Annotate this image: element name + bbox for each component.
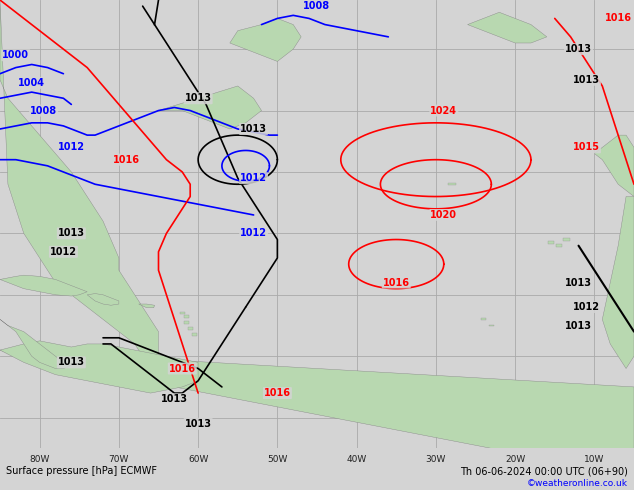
Text: 1016: 1016 xyxy=(264,388,291,398)
Text: 1012: 1012 xyxy=(58,143,85,152)
Text: 1012: 1012 xyxy=(240,228,267,239)
Text: 1020: 1020 xyxy=(430,210,457,220)
Text: 70W: 70W xyxy=(108,455,129,464)
Text: Th 06-06-2024 00:00 UTC (06+90): Th 06-06-2024 00:00 UTC (06+90) xyxy=(460,466,628,476)
Polygon shape xyxy=(481,318,486,320)
Text: 1013: 1013 xyxy=(573,75,600,85)
Text: 40W: 40W xyxy=(347,455,366,464)
Polygon shape xyxy=(0,341,198,393)
Text: 1016: 1016 xyxy=(169,364,196,373)
Polygon shape xyxy=(548,242,554,244)
Text: 60W: 60W xyxy=(188,455,209,464)
Polygon shape xyxy=(139,304,155,308)
Polygon shape xyxy=(564,238,570,241)
Polygon shape xyxy=(555,245,562,247)
Polygon shape xyxy=(602,196,634,368)
Text: 1016: 1016 xyxy=(605,13,631,24)
Text: 1012: 1012 xyxy=(573,302,600,312)
Polygon shape xyxy=(230,19,301,61)
Text: 1013: 1013 xyxy=(184,419,212,429)
Polygon shape xyxy=(0,0,158,356)
Text: 1000: 1000 xyxy=(3,50,29,60)
Polygon shape xyxy=(489,324,494,326)
Text: 1013: 1013 xyxy=(240,124,267,134)
Polygon shape xyxy=(184,315,188,318)
Polygon shape xyxy=(0,319,71,368)
Text: 1016: 1016 xyxy=(383,277,410,288)
Text: 50W: 50W xyxy=(267,455,288,464)
Polygon shape xyxy=(184,321,188,324)
Text: 1008: 1008 xyxy=(304,1,330,11)
Text: 1015: 1015 xyxy=(573,143,600,152)
Text: 1013: 1013 xyxy=(565,320,592,331)
Polygon shape xyxy=(0,350,634,448)
Text: 30W: 30W xyxy=(425,455,446,464)
Polygon shape xyxy=(158,86,261,129)
Text: 1004: 1004 xyxy=(18,78,45,88)
Text: 1008: 1008 xyxy=(30,105,57,116)
Polygon shape xyxy=(191,334,197,336)
Text: 1013: 1013 xyxy=(565,277,592,288)
Text: 1013: 1013 xyxy=(58,357,85,368)
Text: ©weatheronline.co.uk: ©weatheronline.co.uk xyxy=(527,479,628,488)
Polygon shape xyxy=(188,327,193,330)
Text: 10W: 10W xyxy=(584,455,605,464)
Polygon shape xyxy=(448,183,456,186)
Polygon shape xyxy=(595,135,634,196)
Text: 1012: 1012 xyxy=(240,173,267,183)
Text: 1016: 1016 xyxy=(113,155,140,165)
Text: 1012: 1012 xyxy=(50,247,77,257)
Polygon shape xyxy=(87,294,119,305)
Text: 1013: 1013 xyxy=(58,228,85,239)
Text: 1013: 1013 xyxy=(184,93,212,103)
Text: 1024: 1024 xyxy=(430,105,457,116)
Text: 1013: 1013 xyxy=(565,44,592,54)
Text: Surface pressure [hPa] ECMWF: Surface pressure [hPa] ECMWF xyxy=(6,466,157,476)
Text: 80W: 80W xyxy=(29,455,50,464)
Polygon shape xyxy=(180,312,184,315)
Polygon shape xyxy=(0,275,87,296)
Polygon shape xyxy=(467,12,547,43)
Text: 1013: 1013 xyxy=(161,394,188,404)
Text: 20W: 20W xyxy=(505,455,525,464)
